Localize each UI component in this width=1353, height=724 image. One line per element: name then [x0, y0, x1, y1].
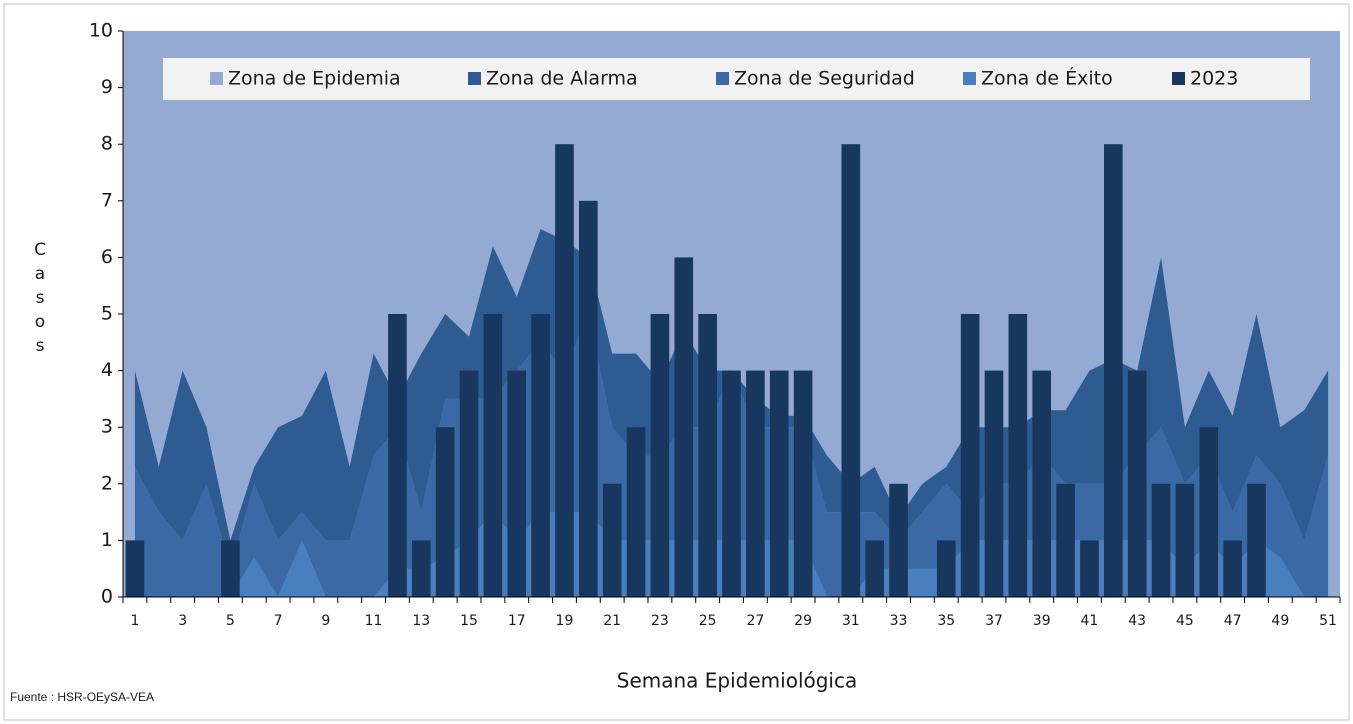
y-tick-label: 3	[101, 416, 113, 438]
bar	[1223, 540, 1242, 597]
bar	[531, 314, 550, 597]
bar	[1199, 427, 1219, 597]
x-tick-label: 21	[603, 613, 621, 629]
bar	[793, 370, 813, 597]
bar	[626, 427, 646, 597]
y-tick-label: 2	[101, 472, 113, 494]
x-tick-label: 3	[178, 613, 187, 629]
bar	[698, 314, 717, 597]
x-tick-label: 45	[1176, 613, 1194, 629]
y-tick-label: 7	[101, 189, 113, 211]
legend-swatch	[716, 72, 729, 85]
x-tick-label: 17	[508, 613, 526, 629]
x-tick-label: 39	[1033, 613, 1051, 629]
x-tick-label: 37	[985, 613, 1003, 629]
source-note: Fuente : HSR-OEySA-VEA	[10, 690, 154, 704]
y-tick-label: 4	[101, 359, 113, 381]
legend-swatch	[210, 72, 223, 85]
bar	[865, 540, 884, 597]
bar	[1103, 144, 1123, 597]
legend-label: Zona de Epidemia	[228, 68, 401, 90]
bar	[1032, 370, 1052, 597]
legend-label: Zona de Éxito	[981, 67, 1113, 90]
bar	[483, 314, 503, 597]
x-tick-label: 15	[460, 613, 478, 629]
legend-label: Zona de Seguridad	[734, 68, 915, 90]
x-tick-label: 27	[746, 613, 764, 629]
bar	[984, 370, 1004, 597]
legend-swatch	[468, 72, 481, 85]
bar	[602, 483, 622, 597]
y-tick-label: 9	[101, 76, 113, 98]
bar	[841, 144, 861, 597]
bar	[889, 483, 908, 597]
x-tick-label: 5	[226, 613, 235, 629]
x-tick-label: 33	[890, 613, 908, 629]
bar	[722, 370, 741, 597]
x-tick-label: 7	[274, 613, 283, 629]
y-tick-label: 8	[101, 133, 113, 155]
bar	[579, 200, 598, 598]
x-tick-label: 49	[1271, 613, 1289, 629]
x-axis-title: Semana Epidemiológica	[617, 669, 858, 693]
x-tick-label: 35	[937, 613, 955, 629]
bar	[1127, 370, 1147, 597]
x-tick-label: 41	[1081, 613, 1099, 629]
bar	[435, 427, 455, 597]
x-tick-label: 43	[1128, 613, 1146, 629]
bar	[125, 540, 145, 597]
x-tick-label: 23	[651, 613, 669, 629]
chart-frame	[3, 3, 1350, 721]
bar	[1080, 540, 1099, 597]
y-tick-label: 1	[101, 529, 113, 551]
plot-area	[123, 31, 1340, 598]
bar	[459, 370, 479, 597]
bar	[507, 370, 527, 597]
bar	[221, 540, 240, 597]
x-tick-label: 29	[794, 613, 812, 629]
bar	[746, 370, 765, 597]
legend-label: Zona de Alarma	[486, 68, 638, 90]
bar	[1247, 483, 1266, 597]
bar	[555, 144, 574, 597]
y-axis-title: Casos	[30, 240, 50, 360]
x-tick-label: 19	[556, 613, 574, 629]
bar	[411, 540, 431, 597]
x-tick-label: 25	[699, 613, 717, 629]
legend-swatch	[1172, 72, 1185, 85]
bar	[674, 257, 694, 597]
y-tick-label: 5	[101, 303, 113, 325]
x-tick-label: 9	[321, 613, 330, 629]
y-tick-label: 10	[89, 20, 113, 42]
x-tick-label: 13	[412, 613, 430, 629]
bar	[1175, 483, 1195, 597]
bar	[960, 314, 980, 597]
x-tick-label: 47	[1224, 613, 1242, 629]
legend-swatch	[963, 72, 976, 85]
x-tick-label: 1	[130, 613, 139, 629]
x-tick-label: 51	[1319, 613, 1337, 629]
bar	[650, 314, 670, 597]
bar	[1008, 314, 1028, 597]
legend-label: 2023	[1190, 68, 1238, 90]
legend-box	[163, 58, 1310, 100]
y-tick-label: 6	[101, 246, 113, 268]
bar	[388, 314, 407, 597]
y-tick-label: 0	[101, 586, 113, 608]
bar	[936, 540, 956, 597]
bar	[769, 370, 789, 597]
x-tick-label: 31	[842, 613, 860, 629]
x-tick-label: 11	[365, 613, 383, 629]
zone-area	[134, 229, 1329, 569]
bar	[1056, 483, 1075, 597]
bar	[1151, 483, 1171, 597]
